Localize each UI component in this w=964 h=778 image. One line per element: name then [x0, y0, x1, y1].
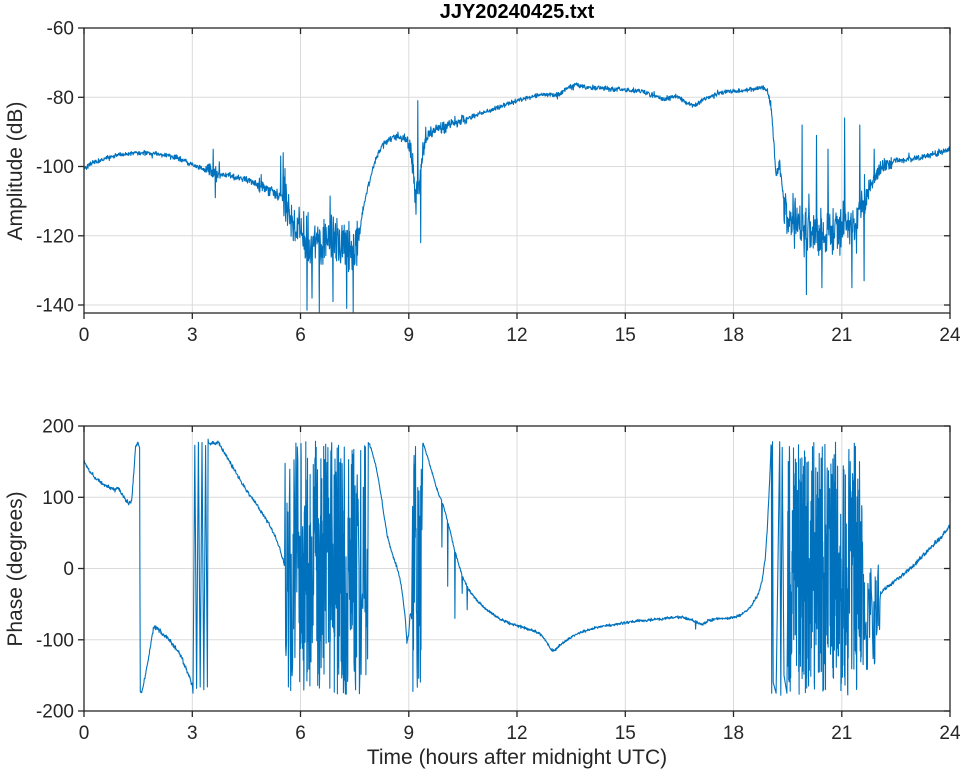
figure-title: JJY20240425.txt: [439, 1, 595, 23]
svg-text:200: 200: [42, 417, 74, 438]
svg-text:-60: -60: [47, 19, 74, 40]
amplitude-y-axis-label: Amplitude (dB): [4, 101, 27, 241]
svg-text:24: 24: [939, 723, 961, 744]
svg-text:-200: -200: [36, 702, 74, 723]
svg-text:3: 3: [187, 325, 198, 346]
svg-text:-100: -100: [36, 157, 74, 178]
phase-plot-series: [83, 438, 951, 696]
svg-text:15: 15: [615, 723, 636, 744]
svg-text:9: 9: [404, 723, 415, 744]
svg-text:12: 12: [506, 325, 527, 346]
svg-text:21: 21: [831, 723, 852, 744]
svg-text:-100: -100: [36, 630, 74, 651]
phase-y-axis-label: Phase (degrees): [4, 491, 27, 647]
svg-text:100: 100: [42, 488, 74, 509]
svg-text:18: 18: [723, 723, 744, 744]
svg-text:24: 24: [939, 325, 961, 346]
svg-text:3: 3: [187, 723, 198, 744]
svg-text:6: 6: [295, 325, 306, 346]
svg-text:9: 9: [404, 325, 415, 346]
svg-text:21: 21: [831, 325, 852, 346]
amplitude-plot-series: [83, 82, 951, 313]
svg-text:-140: -140: [36, 296, 74, 317]
amplitude-plot: 0 3 6 9 12 15 18 21 24 -60 -80 -100 -120 -140: [36, 19, 961, 347]
svg-text:6: 6: [295, 723, 306, 744]
svg-text:15: 15: [615, 325, 636, 346]
x-axis-label: Time (hours after midnight UTC): [366, 746, 668, 769]
svg-text:-120: -120: [36, 226, 74, 247]
svg-text:0: 0: [63, 559, 74, 580]
svg-text:12: 12: [506, 723, 527, 744]
svg-text:18: 18: [723, 325, 744, 346]
svg-text:0: 0: [79, 723, 90, 744]
svg-text:-80: -80: [47, 88, 74, 109]
svg-text:0: 0: [79, 325, 90, 346]
phase-plot: 0 3 6 9 12 15 18 21 24 200 100 0 -100 -200: [36, 417, 961, 745]
